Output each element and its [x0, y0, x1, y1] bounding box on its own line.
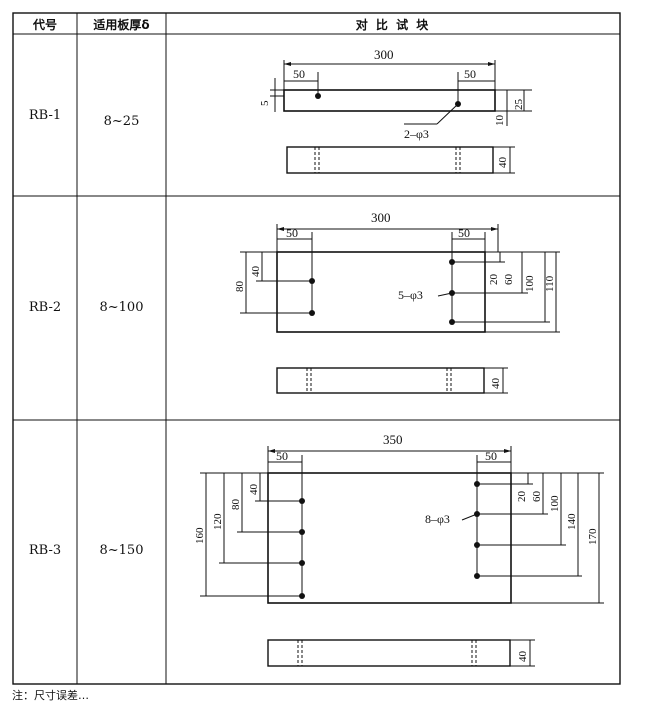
rb1-length-label: 300 — [374, 47, 394, 62]
header-comparison-block: 对 比 试 块 — [355, 18, 431, 32]
rb3-l4-label: 160 — [194, 527, 206, 544]
rb2-width-label: 40 — [490, 378, 502, 390]
rb3-r3-label: 100 — [549, 495, 561, 512]
rb3-length-label: 350 — [383, 432, 403, 447]
rb2-length-label: 300 — [371, 210, 391, 225]
rb3-l3-label: 120 — [212, 513, 224, 530]
rb2-r4-label: 110 — [544, 275, 556, 292]
rb2-left-inner-label: 40 — [250, 266, 262, 278]
rb3-r4-label: 140 — [566, 513, 578, 530]
rb1-width-label: 40 — [497, 157, 509, 169]
rb2-holes-label: 5–φ3 — [398, 288, 423, 302]
row-code-rb2: RB-2 — [28, 300, 62, 315]
rb1-left-offset-label: 50 — [293, 67, 305, 81]
row-thickness-rb1: 8~25 — [103, 114, 140, 129]
rb1-right-offset-label: 50 — [464, 67, 476, 81]
rb3-r1-label: 20 — [516, 491, 528, 503]
rb2-right-offset-label: 50 — [458, 226, 470, 240]
rb2-r1-label: 20 — [488, 274, 500, 286]
rb2-r3-label: 100 — [524, 275, 536, 292]
rb1-holes-label: 2–φ3 — [404, 127, 429, 141]
row-code-rb3: RB-3 — [28, 543, 62, 558]
rb3-r2-label: 60 — [531, 491, 543, 503]
rb3-right-offset-label: 50 — [485, 449, 497, 463]
rb2-left-offset-label: 50 — [286, 226, 298, 240]
header-thickness: 适用板厚δ — [93, 18, 150, 32]
rb3-width-label: 40 — [517, 651, 529, 663]
row-code-rb1: RB-1 — [28, 108, 62, 123]
row-thickness-rb2: 8~100 — [99, 300, 144, 315]
footnote: 注：尺寸误差… — [12, 689, 89, 702]
rb3-left-offset-label: 50 — [276, 449, 288, 463]
rb2-r2-label: 60 — [503, 274, 515, 286]
rb1-hole-depth-label: 5 — [259, 100, 271, 106]
rb3-l2-label: 80 — [230, 499, 242, 511]
rb1-bottom-depth-label: 10 — [494, 115, 506, 127]
rb1-height-label: 25 — [513, 99, 525, 111]
rb3-r5-label: 170 — [587, 528, 599, 545]
rb3-holes-label: 8–φ3 — [425, 512, 450, 526]
header-code: 代号 — [32, 18, 57, 32]
rb2-left-outer-label: 80 — [234, 281, 246, 293]
rb3-l1-label: 40 — [248, 484, 260, 496]
row-thickness-rb3: 8~150 — [99, 543, 144, 558]
